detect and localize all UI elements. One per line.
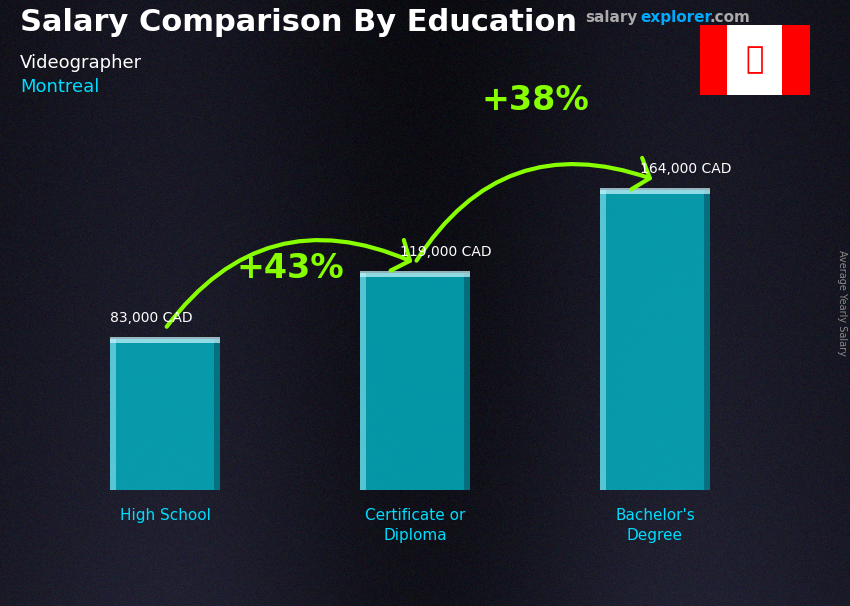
Text: Videographer: Videographer bbox=[20, 54, 142, 72]
Text: Salary Comparison By Education: Salary Comparison By Education bbox=[20, 8, 577, 37]
Bar bbox=[600, 190, 606, 490]
Bar bbox=[110, 339, 220, 490]
Bar bbox=[700, 25, 728, 95]
Bar bbox=[700, 25, 810, 95]
Text: .com: .com bbox=[710, 10, 751, 25]
Text: High School: High School bbox=[120, 508, 211, 523]
Bar bbox=[600, 190, 710, 490]
Text: Montreal: Montreal bbox=[20, 78, 99, 96]
Text: 83,000 CAD: 83,000 CAD bbox=[110, 311, 193, 325]
Text: +43%: +43% bbox=[236, 253, 343, 285]
Bar bbox=[783, 25, 810, 95]
Bar bbox=[600, 188, 710, 194]
Bar bbox=[110, 337, 220, 343]
Text: 🍁: 🍁 bbox=[745, 45, 764, 75]
Bar bbox=[360, 271, 470, 277]
Text: 119,000 CAD: 119,000 CAD bbox=[400, 245, 491, 259]
FancyArrowPatch shape bbox=[416, 158, 649, 261]
Bar bbox=[110, 339, 116, 490]
Bar bbox=[360, 273, 470, 490]
Text: Bachelor's
Degree: Bachelor's Degree bbox=[615, 508, 694, 543]
Text: Average Yearly Salary: Average Yearly Salary bbox=[837, 250, 847, 356]
FancyArrowPatch shape bbox=[167, 240, 410, 327]
Bar bbox=[214, 339, 220, 490]
Text: Certificate or
Diploma: Certificate or Diploma bbox=[365, 508, 465, 543]
Bar bbox=[704, 190, 710, 490]
Text: 164,000 CAD: 164,000 CAD bbox=[640, 162, 732, 176]
Text: salary: salary bbox=[585, 10, 638, 25]
Text: explorer: explorer bbox=[640, 10, 712, 25]
Bar bbox=[464, 273, 470, 490]
Text: +38%: +38% bbox=[481, 84, 589, 116]
Bar bbox=[360, 273, 366, 490]
